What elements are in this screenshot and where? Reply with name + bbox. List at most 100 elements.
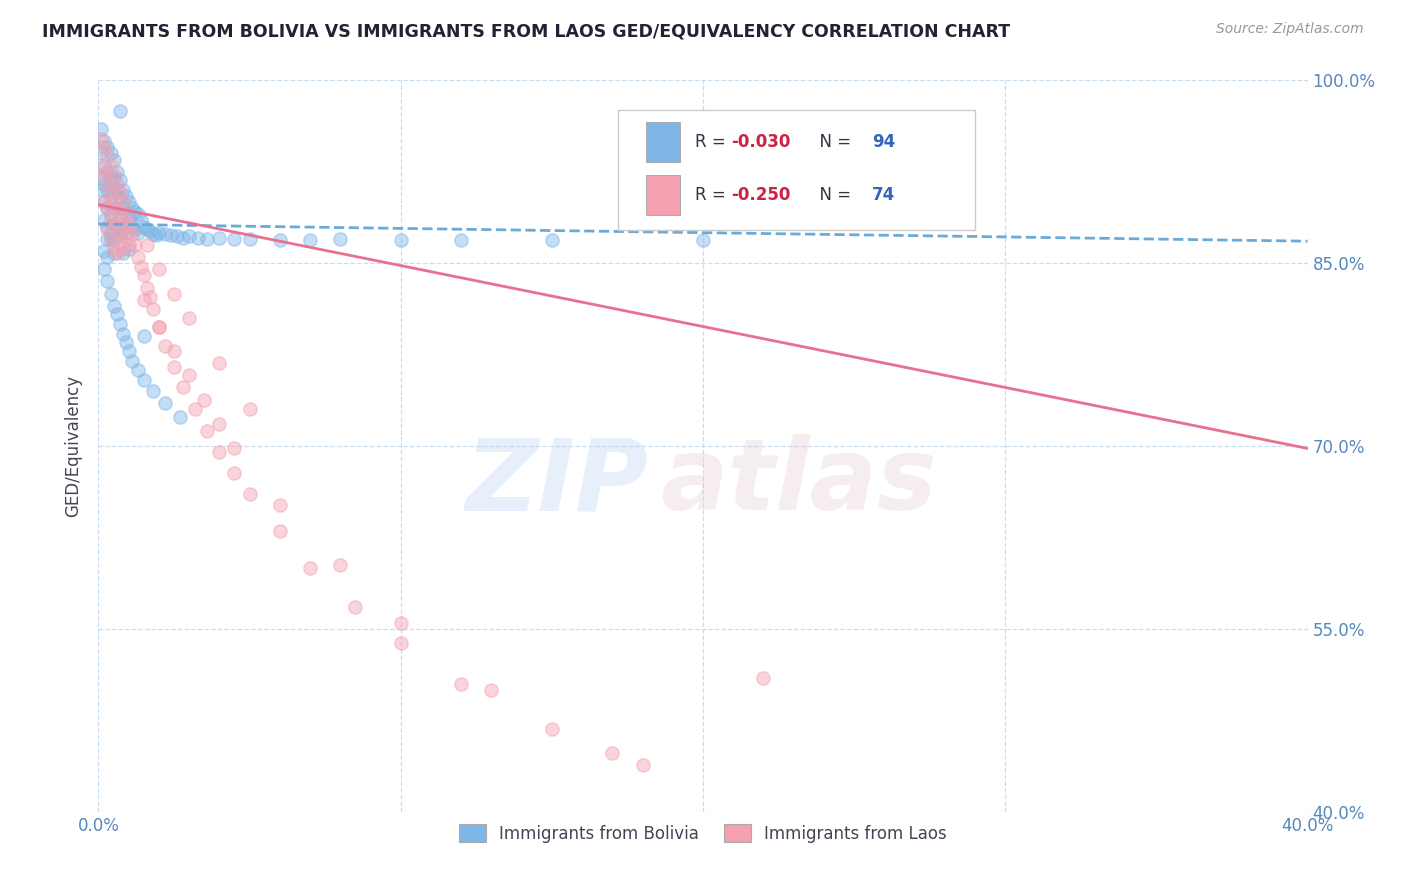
Point (142, 227, 165, 241)
Point (193, 392, 215, 407)
Point (100, 207, 122, 221)
Point (100, 232, 122, 246)
Point (179, 310, 201, 325)
Point (93, 169, 115, 183)
Point (108, 228, 131, 243)
Point (105, 177, 128, 191)
Point (127, 207, 149, 221)
Point (118, 242, 141, 256)
Point (108, 186, 131, 200)
Point (129, 260, 152, 274)
Point (103, 169, 125, 183)
Point (93, 195, 115, 210)
Point (108, 210, 131, 224)
Point (100, 232, 122, 246)
Point (481, 682, 503, 697)
Text: N =: N = (810, 133, 856, 151)
Point (111, 242, 134, 256)
Point (160, 228, 183, 243)
Point (103, 299, 125, 313)
Point (153, 227, 176, 241)
Point (132, 293, 155, 307)
Point (121, 201, 143, 215)
Text: Source: ZipAtlas.com: Source: ZipAtlas.com (1216, 22, 1364, 37)
Point (93, 134, 115, 148)
Point (108, 210, 131, 224)
Point (172, 230, 194, 244)
Point (96, 250, 118, 264)
Point (208, 230, 231, 244)
Point (148, 226, 170, 240)
Point (103, 170, 125, 185)
Point (195, 232, 218, 246)
Point (111, 326, 134, 341)
Point (103, 201, 125, 215)
Point (239, 232, 262, 246)
Point (93, 213, 115, 227)
Text: atlas: atlas (661, 434, 938, 531)
Point (179, 229, 201, 244)
Point (692, 233, 714, 247)
Y-axis label: GED/Equivalency: GED/Equivalency (65, 375, 83, 517)
Point (93, 195, 115, 210)
Point (269, 233, 291, 247)
Point (90, 132, 112, 146)
Point (105, 307, 128, 321)
Point (111, 219, 134, 234)
Point (135, 222, 157, 236)
Point (103, 232, 125, 246)
Point (96, 201, 118, 215)
Point (124, 222, 146, 236)
Point (631, 758, 654, 772)
Point (148, 262, 170, 277)
Point (96, 164, 118, 178)
Point (90, 183, 112, 197)
Text: -0.250: -0.250 (731, 186, 790, 204)
Point (118, 213, 141, 227)
Point (114, 189, 136, 203)
Point (299, 233, 322, 247)
Point (105, 226, 128, 240)
Point (208, 445, 231, 459)
Point (239, 402, 262, 417)
Point (103, 242, 125, 256)
Point (100, 189, 122, 203)
Point (93, 140, 115, 154)
Point (224, 466, 246, 480)
Point (100, 286, 122, 301)
Point (108, 234, 131, 248)
Point (90, 161, 112, 175)
Point (96, 177, 118, 191)
Text: IMMIGRANTS FROM BOLIVIA VS IMMIGRANTS FROM LAOS GED/EQUIVALENCY CORRELATION CHAR: IMMIGRANTS FROM BOLIVIA VS IMMIGRANTS FR… (42, 22, 1011, 40)
FancyBboxPatch shape (619, 110, 976, 230)
Point (121, 353, 143, 368)
Point (450, 233, 472, 247)
Point (389, 233, 412, 247)
Point (108, 192, 131, 206)
Point (169, 409, 191, 424)
Point (148, 319, 170, 334)
Point (172, 380, 194, 394)
Point (163, 286, 186, 301)
Point (142, 302, 165, 317)
Point (105, 201, 128, 215)
Point (103, 153, 125, 167)
Point (145, 228, 167, 243)
Point (389, 615, 412, 630)
Point (118, 195, 141, 210)
Text: 74: 74 (872, 186, 896, 204)
Point (269, 524, 291, 539)
Text: R =: R = (695, 186, 731, 204)
Point (105, 183, 128, 197)
Point (127, 363, 149, 377)
Point (118, 238, 141, 252)
Point (344, 599, 367, 614)
Point (269, 498, 291, 512)
Point (114, 226, 136, 240)
Text: -0.030: -0.030 (731, 133, 790, 151)
Point (105, 219, 128, 234)
Point (111, 183, 134, 197)
Point (540, 233, 562, 247)
Point (90, 170, 112, 185)
Point (224, 232, 246, 246)
